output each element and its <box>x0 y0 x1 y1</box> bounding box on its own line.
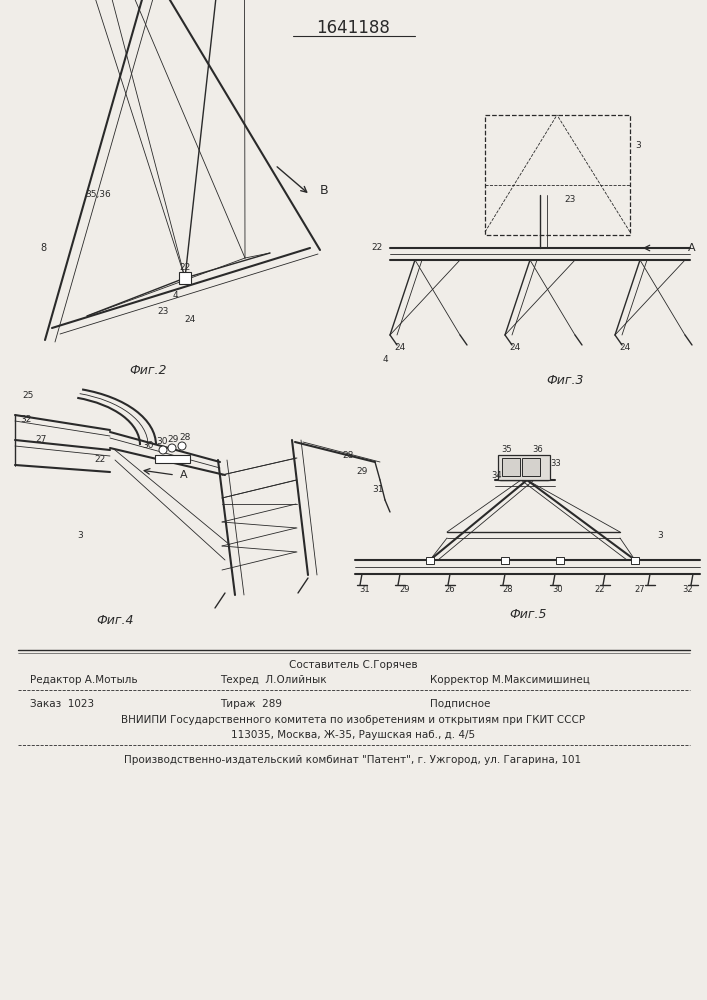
Text: Заказ  1023: Заказ 1023 <box>30 699 94 709</box>
Text: 3: 3 <box>77 530 83 540</box>
Text: Тираж  289: Тираж 289 <box>220 699 282 709</box>
Text: Фиг.5: Фиг.5 <box>509 608 547 621</box>
Text: 22: 22 <box>180 262 191 271</box>
Text: 33: 33 <box>551 458 561 468</box>
Text: 27: 27 <box>635 585 645 594</box>
Text: 32: 32 <box>20 416 31 424</box>
Bar <box>426 557 434 564</box>
Text: 30: 30 <box>553 585 563 594</box>
Text: Редактор А.Мотыль: Редактор А.Мотыль <box>30 675 138 685</box>
Text: 35: 35 <box>502 446 513 454</box>
Text: 23: 23 <box>158 308 169 316</box>
Text: Подписное: Подписное <box>430 699 491 709</box>
Text: 3: 3 <box>635 140 641 149</box>
Text: 29: 29 <box>399 585 410 594</box>
Bar <box>179 272 191 284</box>
Bar <box>556 557 564 564</box>
Text: 26: 26 <box>445 585 455 594</box>
Text: 8: 8 <box>40 243 46 253</box>
Text: 25: 25 <box>22 390 33 399</box>
Text: 36: 36 <box>532 446 544 454</box>
Text: 24: 24 <box>509 344 520 353</box>
Text: 22: 22 <box>372 243 383 252</box>
Text: 28: 28 <box>342 450 354 460</box>
Text: 24: 24 <box>395 344 406 353</box>
Text: 27: 27 <box>35 436 47 444</box>
Bar <box>501 557 509 564</box>
Text: ВНИИПИ Государственного комитета по изобретениям и открытиям при ГКИТ СССР: ВНИИПИ Государственного комитета по изоб… <box>121 715 585 725</box>
Text: 24: 24 <box>185 316 196 324</box>
Text: 29: 29 <box>356 468 368 477</box>
Text: 34: 34 <box>491 471 502 480</box>
Text: 113035, Москва, Ж-35, Раушская наб., д. 4/5: 113035, Москва, Ж-35, Раушская наб., д. … <box>231 730 475 740</box>
Text: 4: 4 <box>173 290 178 300</box>
Circle shape <box>178 442 186 450</box>
Text: B: B <box>320 184 329 196</box>
Text: Фиг.3: Фиг.3 <box>547 373 584 386</box>
Text: 32: 32 <box>683 585 694 594</box>
Bar <box>522 458 540 476</box>
Circle shape <box>168 444 176 452</box>
Text: Корректор М.Максимишинец: Корректор М.Максимишинец <box>430 675 590 685</box>
Text: A: A <box>180 470 187 480</box>
Text: 30: 30 <box>142 440 153 450</box>
Bar <box>155 455 190 463</box>
Text: 4: 4 <box>382 356 388 364</box>
Bar <box>502 458 520 476</box>
Text: 28: 28 <box>503 585 513 594</box>
Text: Составитель С.Горячев: Составитель С.Горячев <box>288 660 417 670</box>
Bar <box>485 115 630 235</box>
Text: Производственно-издательский комбинат "Патент", г. Ужгород, ул. Гагарина, 101: Производственно-издательский комбинат "П… <box>124 755 582 765</box>
Text: 31: 31 <box>360 585 370 594</box>
Bar <box>631 557 639 564</box>
Text: Техред  Л.Олийнык: Техред Л.Олийнык <box>220 675 327 685</box>
Text: 31: 31 <box>373 486 384 494</box>
Bar <box>498 455 550 480</box>
Text: 28: 28 <box>180 434 191 442</box>
Text: 23: 23 <box>564 196 575 205</box>
Circle shape <box>159 446 167 454</box>
Text: Фиг.4: Фиг.4 <box>96 613 134 626</box>
Text: 3: 3 <box>657 530 663 540</box>
Text: 29: 29 <box>168 436 179 444</box>
Text: 30: 30 <box>156 438 168 446</box>
Text: Фиг.2: Фиг.2 <box>129 363 167 376</box>
Text: 1641188: 1641188 <box>316 19 390 37</box>
Text: 35,36: 35,36 <box>85 190 111 200</box>
Text: 22: 22 <box>595 585 605 594</box>
Text: A: A <box>688 243 696 253</box>
Text: 24: 24 <box>619 344 631 353</box>
Text: 22: 22 <box>94 456 105 464</box>
